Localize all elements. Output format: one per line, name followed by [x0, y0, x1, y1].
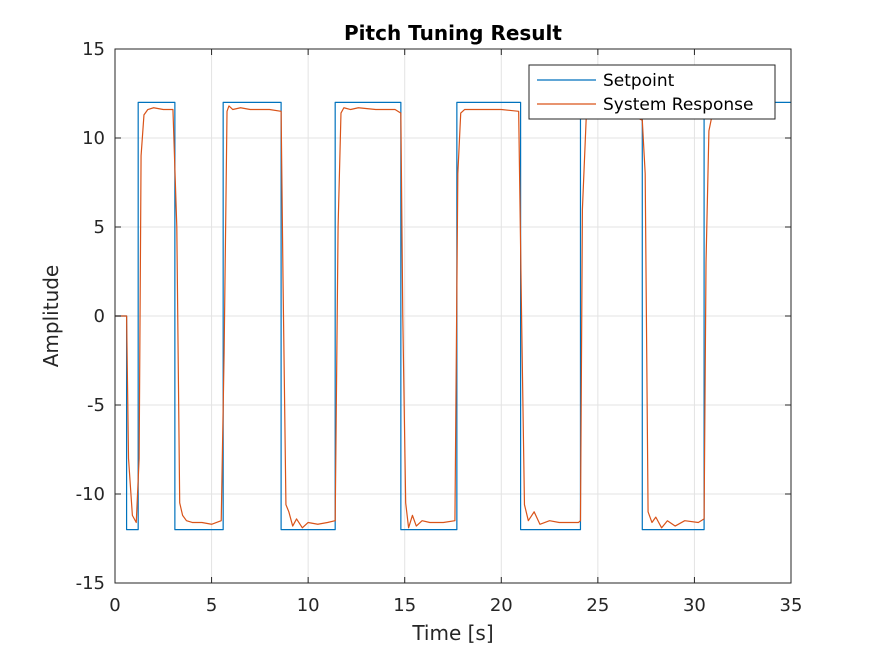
- x-tick-label: 10: [297, 595, 320, 616]
- y-tick-label: 10: [82, 128, 105, 149]
- y-tick-label: -10: [76, 484, 105, 505]
- x-tick-label: 5: [206, 595, 217, 616]
- y-tick-label: 0: [94, 306, 105, 327]
- legend-label-setpoint: Setpoint: [603, 71, 675, 91]
- y-tick-label: 5: [94, 217, 105, 238]
- y-tick-label: -5: [87, 395, 105, 416]
- y-axis-label: Amplitude: [39, 265, 63, 368]
- x-axis: 0 5 10 15 20 25 30 35: [109, 49, 802, 616]
- y-tick-label: -15: [76, 573, 105, 594]
- x-tick-label: 20: [490, 595, 513, 616]
- y-tick-label: 15: [82, 39, 105, 60]
- x-axis-label: Time [s]: [411, 621, 493, 645]
- y-axis: -15 -10 -5 0 5 10 15: [76, 39, 791, 594]
- x-tick-label: 30: [683, 595, 706, 616]
- legend-label-system-response: System Response: [603, 95, 753, 115]
- x-tick-label: 15: [393, 595, 416, 616]
- legend-box: [528, 64, 776, 120]
- x-tick-label: 25: [586, 595, 609, 616]
- x-tick-label: 35: [780, 595, 803, 616]
- chart-title: Pitch Tuning Result: [344, 21, 562, 45]
- legend: Setpoint System Response: [528, 64, 776, 120]
- grid-lines: [115, 49, 791, 583]
- x-tick-label: 0: [109, 595, 120, 616]
